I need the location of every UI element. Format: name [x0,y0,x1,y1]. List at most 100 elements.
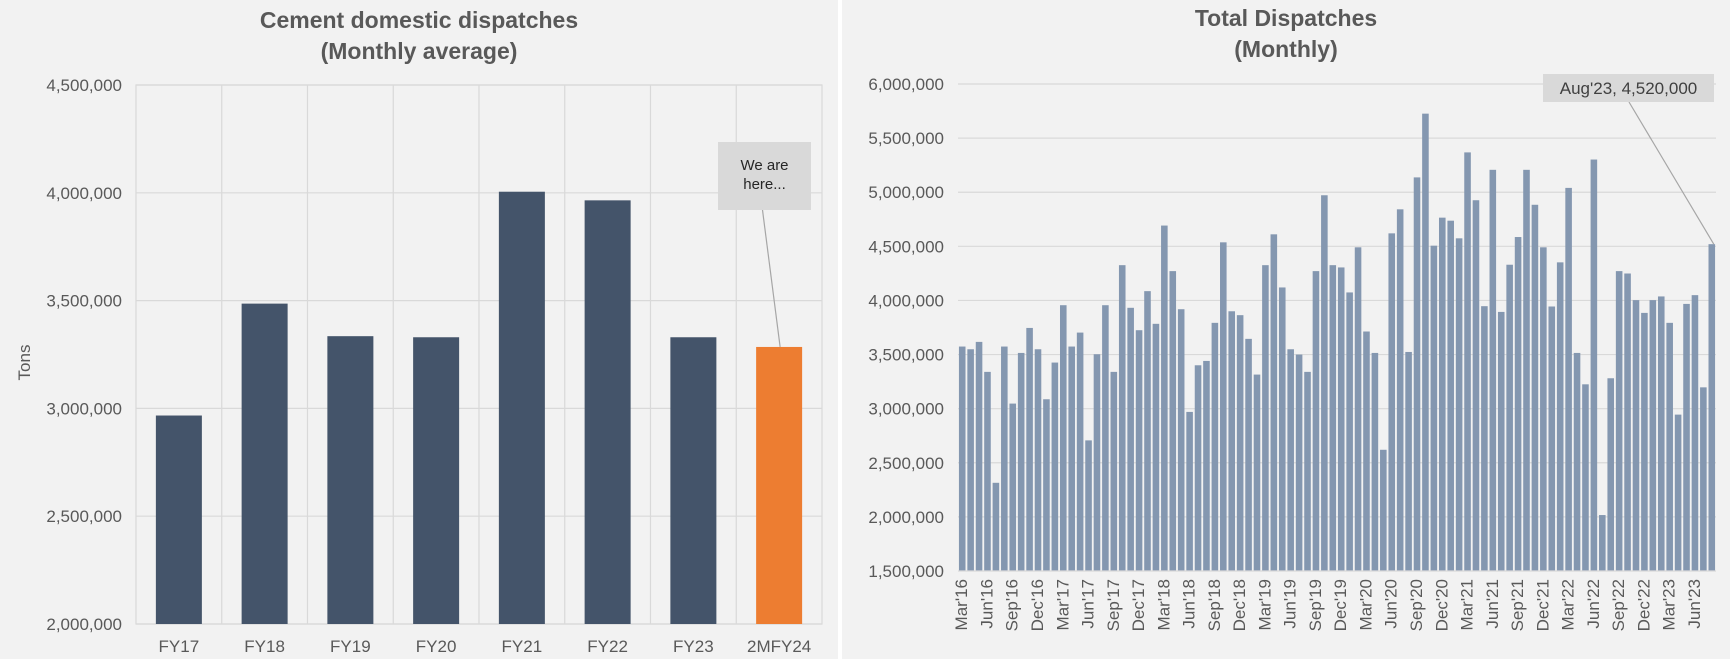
right-xtick-label: Jun'17 [1079,579,1098,629]
right-ytick-label: 5,000,000 [868,183,944,202]
left-xtick-label: FY22 [587,637,628,656]
right-xtick-label: Mar'18 [1154,579,1173,630]
right-bar [1228,311,1236,571]
left-ytick-label: 4,500,000 [46,76,122,95]
right-bar [1548,306,1556,571]
right-bar [1540,247,1547,572]
right-bar [1396,209,1404,571]
right-bar [1599,515,1606,571]
right-xtick-label: Jun'18 [1180,579,1199,629]
right-xtick-label: Mar'17 [1053,579,1072,630]
right-bar [1295,354,1303,571]
left-bar-fy19 [327,336,374,624]
right-bar [1177,309,1185,571]
left-bar-fy20 [413,337,460,624]
right-bar [1523,169,1530,571]
right-xtick-label: Jun'22 [1584,579,1603,629]
right-bar [1026,327,1033,571]
right-bar [1447,220,1454,571]
panel-divider [838,0,842,659]
right-bar [992,482,1000,571]
right-bar [1127,307,1134,571]
right-bar [1531,204,1539,571]
left-xtick-label: FY18 [244,637,285,656]
right-bar [1388,233,1396,571]
right-bar [1329,265,1337,571]
right-bar [1270,234,1278,571]
left-xtick-label: FY23 [673,637,714,656]
right-ytick-label: 3,000,000 [868,400,944,419]
left-bar-fy22 [584,200,631,624]
left-annotation-leader-line [761,209,781,348]
right-bar [1506,264,1513,571]
left-xtick-label: 2MFY24 [747,637,811,656]
right-bar [1312,271,1320,571]
right-xtick-label: Sep'18 [1205,579,1224,631]
right-bar [984,371,991,571]
right-bar [1144,291,1151,571]
right-bar [1203,360,1210,571]
right-bar [1641,312,1648,571]
right-chart-panel: Total Dispatches (Monthly) 1,500,000 2,00… [842,0,1730,659]
right-ytick-label: 2,500,000 [868,454,944,473]
right-bar [1169,271,1177,571]
left-bar-fy23 [670,337,717,624]
right-bar [1304,371,1311,571]
right-bar [1118,265,1126,571]
right-xtick-label: Dec'17 [1129,579,1148,631]
right-ytick-label: 1,500,000 [868,562,944,581]
right-xtick-label: Dec'21 [1533,579,1552,631]
left-chart-panel: Cement domestic dispatches (Monthly aver… [0,0,838,659]
right-xtick-label: Mar'16 [952,579,971,630]
left-ytick-label: 3,500,000 [46,292,122,311]
right-xtick-label: Sep'19 [1306,579,1325,631]
right-xtick-label: Dec'19 [1331,579,1350,631]
right-bar [1464,152,1471,572]
left-xtick-label: FY21 [502,637,543,656]
left-ytick-label: 4,000,000 [46,184,122,203]
right-bar [1438,217,1446,571]
right-bar [1489,169,1497,571]
right-xtick-label: Dec'20 [1432,579,1451,631]
right-bar [1346,292,1353,571]
right-ytick-label: 4,500,000 [868,237,944,256]
right-bar [1514,237,1522,571]
right-ytick-label: 6,000,000 [868,75,944,94]
right-bar [1472,200,1480,572]
right-chart-title: Total Dispatches (Monthly) [842,3,1730,65]
left-bar-fy21 [498,191,545,625]
left-xtick-label: FY19 [330,637,371,656]
right-bar [1624,273,1631,571]
right-bar [1380,449,1387,571]
left-bar-fy17 [155,415,202,624]
right-bar [1102,305,1109,571]
right-bar [1085,440,1092,571]
left-chart-svg: 2,000,000 2,500,000 3,000,000 3,500,000 4,00… [15,76,823,656]
right-bar [1632,300,1640,571]
right-annotation-text: Aug'23, 4,520,000 [1560,79,1697,98]
right-bar [1278,287,1286,571]
right-bar [1110,371,1118,571]
right-bar [1253,374,1261,571]
right-ytick-label: 3,500,000 [868,346,944,365]
right-annotation-leader-line [1628,101,1715,245]
right-bar [1059,305,1067,571]
right-xtick-label: Mar'23 [1660,579,1679,630]
right-bar [1607,378,1615,571]
left-ytick-label: 3,000,000 [46,399,122,418]
right-annotation-box [1543,74,1714,102]
right-xtick-label: Jun'21 [1483,579,1502,629]
right-bar [1211,322,1219,571]
left-annotation-text-line2: here... [743,176,786,193]
right-bar [1422,113,1429,571]
right-xtick-label: Jun'23 [1685,579,1704,629]
right-bar [975,341,983,571]
right-bar [1093,354,1101,571]
right-ytick-label: 2,000,000 [868,508,944,527]
right-bar [1657,296,1665,571]
right-xtick-label: Jun'19 [1281,579,1300,629]
right-bar [1481,306,1488,571]
right-bar [1245,338,1252,571]
right-bar [1321,195,1328,571]
right-bar [958,346,966,571]
